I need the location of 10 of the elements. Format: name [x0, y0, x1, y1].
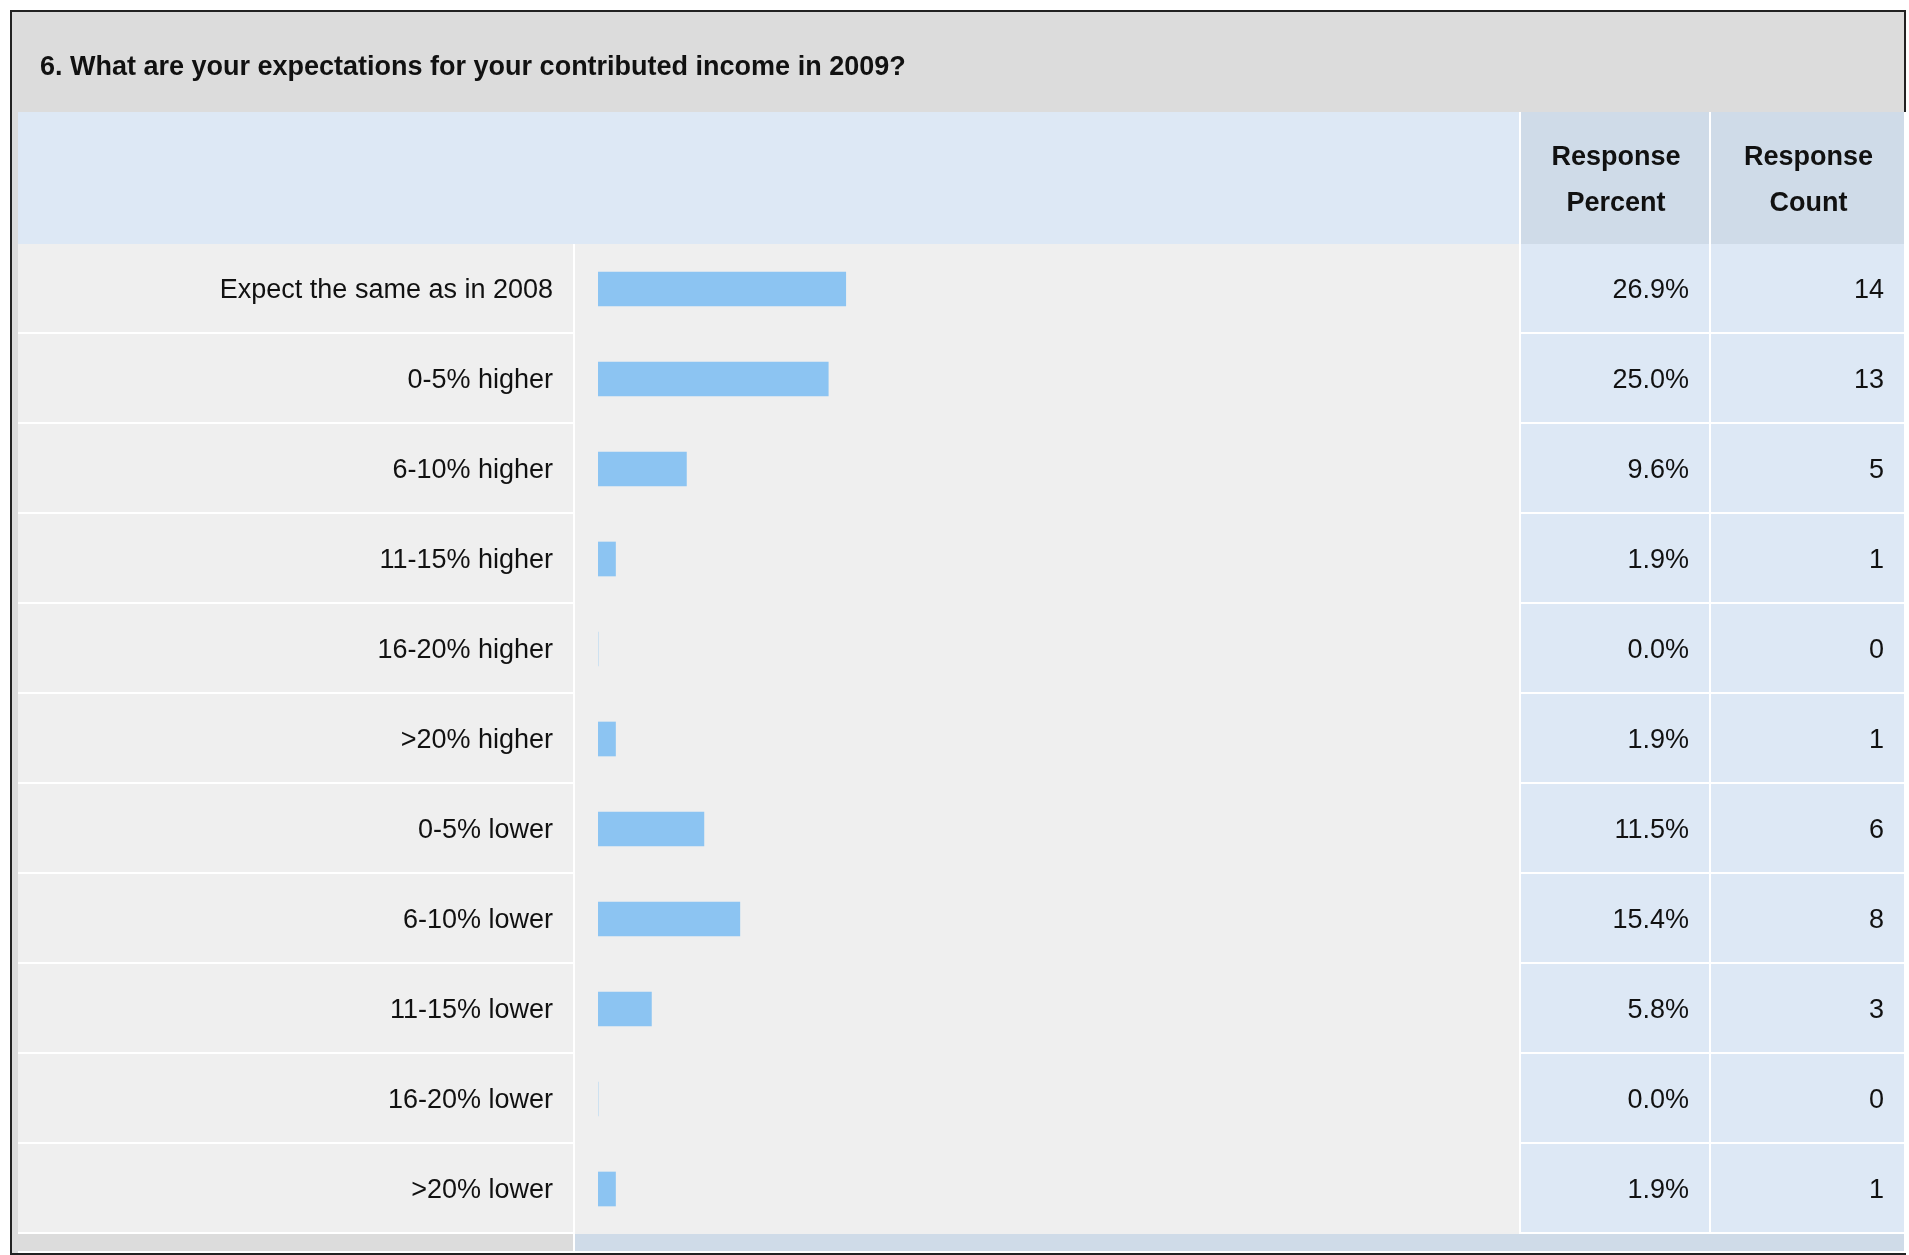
bar: [598, 811, 705, 847]
chart-title: 6. What are your expectations for your contributed income in 2009?: [39, 49, 907, 83]
bar: [598, 1171, 616, 1207]
bar: [598, 721, 616, 757]
bar: [598, 271, 847, 307]
bar: [598, 901, 741, 937]
bar: [598, 451, 687, 487]
bar: [598, 361, 829, 397]
bar: [598, 991, 652, 1027]
bar: [598, 541, 616, 577]
